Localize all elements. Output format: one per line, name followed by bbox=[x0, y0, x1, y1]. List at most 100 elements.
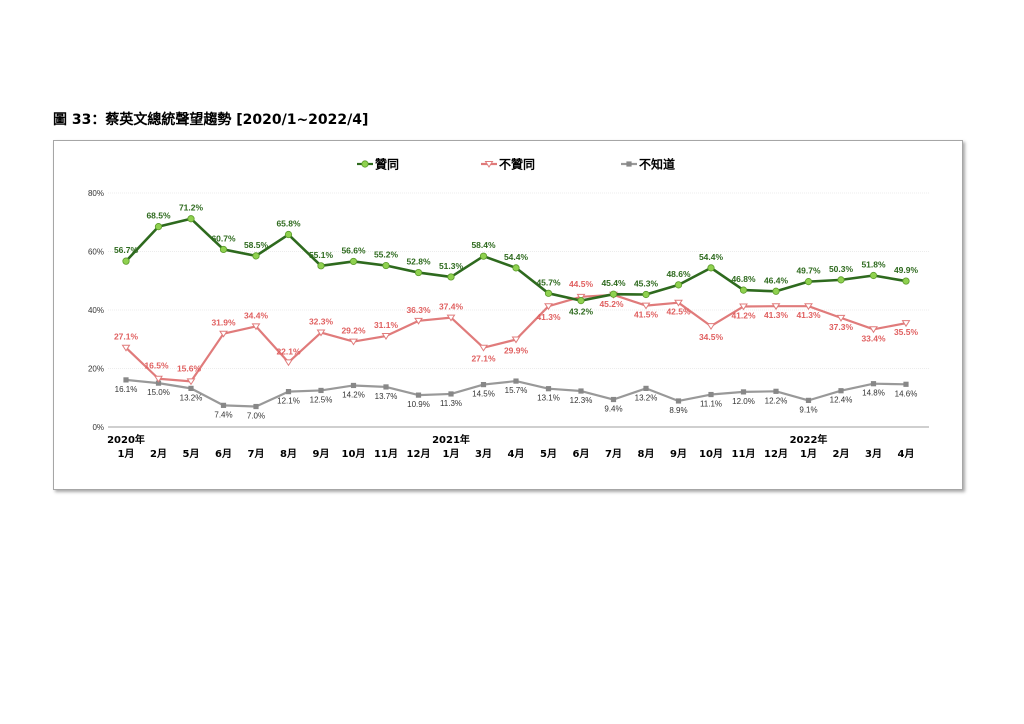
data-label: 11.3% bbox=[440, 399, 462, 408]
data-label: 34.5% bbox=[699, 332, 724, 342]
x-tick-month-label: 6月 bbox=[573, 448, 590, 460]
data-label: 8.9% bbox=[669, 406, 687, 415]
x-tick-month-label: 8月 bbox=[280, 448, 297, 460]
data-label: 41.3% bbox=[536, 312, 561, 322]
data-label: 65.8% bbox=[276, 219, 301, 229]
disapprove-point bbox=[251, 323, 261, 331]
disapprove-point bbox=[706, 323, 716, 331]
data-label: 7.0% bbox=[247, 412, 265, 421]
unknown-point bbox=[253, 403, 259, 410]
x-tick-month-label: 9月 bbox=[313, 448, 330, 460]
unknown-point bbox=[838, 388, 844, 394]
legend-marker bbox=[484, 161, 494, 168]
y-tick-label: 20% bbox=[88, 365, 104, 374]
x-tick-month-label: 5月 bbox=[540, 448, 557, 460]
data-label: 10.9% bbox=[407, 400, 430, 409]
x-tick-month-label: 3月 bbox=[865, 448, 882, 460]
approve-point bbox=[512, 264, 520, 272]
data-label: 14.6% bbox=[895, 389, 918, 398]
data-label: 37.3% bbox=[829, 322, 854, 332]
x-tick-year-label: 2020年 bbox=[107, 433, 145, 446]
data-label: 27.1% bbox=[471, 354, 496, 364]
data-label: 58.5% bbox=[244, 240, 269, 250]
x-tick-year-label: 2022年 bbox=[790, 433, 828, 446]
approve-point bbox=[414, 268, 423, 277]
unknown-point bbox=[188, 385, 194, 391]
trend-line-chart: 0% 20% 40% 60% 80% 2020年 1月 2月 5月 6月 7月 8月 9月 10月 11月… bbox=[88, 157, 929, 460]
approve-point bbox=[317, 262, 325, 270]
approve-point bbox=[804, 278, 813, 286]
data-label: 52.8% bbox=[406, 257, 431, 267]
data-label: 29.9% bbox=[504, 346, 529, 356]
data-label: 14.2% bbox=[342, 390, 365, 399]
data-label: 16.5% bbox=[144, 361, 169, 371]
legend: 贊同 不贊同 不知道 bbox=[357, 157, 675, 172]
disapprove-point bbox=[771, 303, 781, 311]
unknown-point bbox=[480, 381, 487, 388]
unknown-point bbox=[123, 377, 129, 383]
data-label: 51.3% bbox=[439, 261, 464, 271]
x-tick-month-label: 8月 bbox=[638, 448, 655, 460]
data-label: 7.4% bbox=[214, 410, 232, 419]
data-label: 49.7% bbox=[796, 266, 821, 276]
data-label: 43.2% bbox=[569, 307, 594, 317]
data-labels: 56.7% 68.5% 71.2% 60.7% 58.5% 65.8% 55.1% 56.6%… bbox=[114, 203, 919, 421]
data-label: 45.4% bbox=[601, 278, 626, 288]
approve-point bbox=[577, 297, 585, 305]
disapprove-point bbox=[836, 314, 846, 322]
approve-point bbox=[479, 252, 488, 260]
approve-point bbox=[869, 271, 878, 280]
unknown-point bbox=[708, 391, 714, 398]
series-layer bbox=[121, 215, 911, 410]
data-label: 68.5% bbox=[146, 211, 171, 221]
data-label: 45.3% bbox=[634, 278, 659, 288]
legend-label: 贊同 bbox=[375, 157, 399, 172]
x-tick-month-label: 9月 bbox=[670, 448, 687, 460]
data-label: 44.5% bbox=[569, 279, 594, 289]
unknown-point bbox=[903, 381, 909, 387]
data-label: 55.1% bbox=[309, 250, 334, 260]
unknown-point bbox=[610, 396, 617, 403]
legend-disapprove: 不贊同 bbox=[481, 157, 535, 172]
unknown-point bbox=[155, 380, 162, 386]
legend-unknown: 不知道 bbox=[621, 157, 675, 172]
approve-point bbox=[154, 223, 163, 231]
data-label: 41.3% bbox=[764, 310, 789, 320]
x-tick-month-label: 12月 bbox=[407, 448, 431, 460]
data-label: 45.2% bbox=[599, 299, 624, 309]
x-tick-month-label: 7月 bbox=[605, 448, 622, 460]
legend-marker bbox=[626, 161, 632, 167]
data-label: 36.3% bbox=[406, 305, 431, 315]
y-tick-label: 80% bbox=[88, 189, 104, 198]
data-label: 41.5% bbox=[634, 310, 659, 320]
approve-point bbox=[349, 257, 358, 266]
disapprove-point bbox=[869, 326, 878, 334]
x-tick-month-label: 10月 bbox=[699, 448, 723, 460]
legend-label: 不知道 bbox=[639, 157, 675, 172]
unknown-point bbox=[350, 382, 357, 389]
x-tick-month-label: 3月 bbox=[475, 448, 492, 460]
disapprove-point bbox=[511, 336, 521, 344]
y-tick-label: 60% bbox=[88, 248, 104, 257]
data-label: 33.4% bbox=[861, 333, 886, 343]
disapprove-point bbox=[446, 314, 456, 322]
approve-point bbox=[837, 276, 845, 284]
data-label: 32.3% bbox=[309, 317, 334, 327]
data-label: 31.9% bbox=[211, 318, 236, 328]
disapprove-point bbox=[121, 344, 131, 352]
data-label: 29.2% bbox=[341, 326, 366, 336]
data-label: 45.7% bbox=[536, 277, 561, 287]
legend-label: 不贊同 bbox=[499, 157, 535, 172]
x-tick-month-label: 1月 bbox=[443, 448, 460, 460]
x-tick-month-label: 2月 bbox=[833, 448, 850, 460]
figure-title: 圖 33：蔡英文總統聲望趨勢 [2020/1~2022/4] bbox=[53, 112, 369, 128]
data-label: 12.3% bbox=[570, 396, 593, 405]
y-tick-label: 0% bbox=[92, 423, 104, 432]
data-label: 9.4% bbox=[604, 405, 622, 414]
disapprove-point bbox=[641, 302, 651, 310]
unknown-point bbox=[383, 384, 389, 390]
x-tick-month-label: 5月 bbox=[183, 448, 200, 460]
disapprove-point bbox=[316, 329, 326, 337]
x-tick-month-label: 4月 bbox=[508, 448, 525, 460]
unknown-point bbox=[773, 388, 779, 394]
